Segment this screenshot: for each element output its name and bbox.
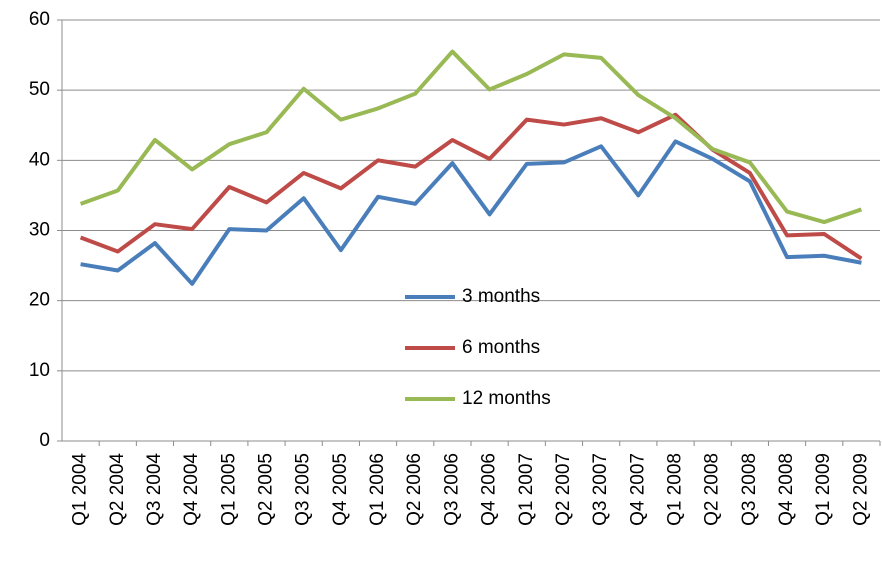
x-tick-label: Q1 2008 bbox=[665, 453, 686, 526]
x-tick-label: Q3 2006 bbox=[441, 453, 462, 526]
x-tick-label: Q2 2007 bbox=[553, 453, 574, 526]
y-tick-label: 30 bbox=[29, 220, 50, 241]
x-tick-label: Q4 2008 bbox=[776, 453, 797, 526]
x-tick-label: Q4 2006 bbox=[479, 453, 500, 526]
y-tick-label: 0 bbox=[39, 430, 50, 451]
x-tick-label: Q2 2005 bbox=[256, 453, 277, 526]
x-tick-label: Q4 2004 bbox=[181, 453, 202, 526]
series-line bbox=[79, 112, 863, 261]
y-tick-label: 10 bbox=[29, 360, 50, 381]
x-tick-label: Q1 2004 bbox=[70, 453, 91, 526]
y-tick-label: 50 bbox=[29, 79, 50, 100]
series-line bbox=[80, 139, 862, 286]
y-tick-label: 40 bbox=[29, 149, 50, 170]
legend-label: 12 months bbox=[462, 388, 551, 409]
x-tick-label: Q1 2005 bbox=[218, 453, 239, 526]
x-tick-label: Q2 2004 bbox=[107, 453, 128, 526]
y-tick-label: 20 bbox=[29, 290, 50, 311]
series-line bbox=[79, 49, 863, 225]
x-tick-label: Q3 2005 bbox=[293, 453, 314, 526]
x-tick-label: Q2 2009 bbox=[850, 453, 871, 526]
x-tick-label: Q3 2007 bbox=[590, 453, 611, 526]
x-tick-label: Q3 2008 bbox=[739, 453, 760, 526]
x-tick-label: Q2 2008 bbox=[702, 453, 723, 526]
legend-label: 6 months bbox=[462, 337, 540, 358]
legend-label: 3 months bbox=[462, 286, 540, 307]
y-tick-label: 60 bbox=[29, 9, 50, 30]
x-tick-label: Q3 2004 bbox=[144, 453, 165, 526]
x-tick-label: Q1 2006 bbox=[367, 453, 388, 526]
x-tick-label: Q2 2006 bbox=[404, 453, 425, 526]
x-tick-label: Q1 2009 bbox=[813, 453, 834, 526]
x-tick-label: Q1 2007 bbox=[516, 453, 537, 526]
x-tick-label: Q4 2007 bbox=[627, 453, 648, 526]
x-tick-label: Q4 2005 bbox=[330, 453, 351, 526]
